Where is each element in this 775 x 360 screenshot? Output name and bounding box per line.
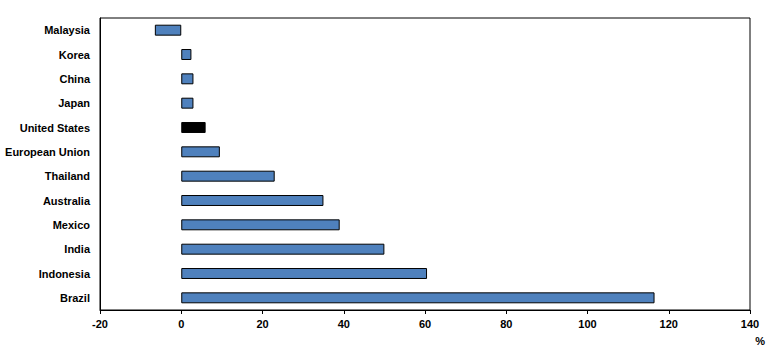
svg-text:Korea: Korea xyxy=(59,49,91,61)
svg-text:Japan: Japan xyxy=(58,97,90,109)
svg-text:140: 140 xyxy=(741,318,759,330)
svg-text:Mexico: Mexico xyxy=(53,219,91,231)
svg-text:Indonesia: Indonesia xyxy=(39,268,91,280)
svg-text:%: % xyxy=(755,335,765,347)
svg-text:European Union: European Union xyxy=(5,146,90,158)
svg-text:0: 0 xyxy=(178,318,184,330)
svg-text:China: China xyxy=(59,73,90,85)
svg-text:United States: United States xyxy=(20,122,90,134)
svg-text:Australia: Australia xyxy=(43,195,91,207)
svg-text:80: 80 xyxy=(500,318,512,330)
svg-text:20: 20 xyxy=(256,318,268,330)
svg-text:India: India xyxy=(64,243,91,255)
svg-text:Malaysia: Malaysia xyxy=(44,24,91,36)
svg-text:-20: -20 xyxy=(92,318,108,330)
svg-text:120: 120 xyxy=(660,318,678,330)
svg-text:Thailand: Thailand xyxy=(45,170,90,182)
svg-text:Brazil: Brazil xyxy=(60,292,90,304)
svg-text:100: 100 xyxy=(578,318,596,330)
svg-text:40: 40 xyxy=(338,318,350,330)
svg-text:60: 60 xyxy=(419,318,431,330)
